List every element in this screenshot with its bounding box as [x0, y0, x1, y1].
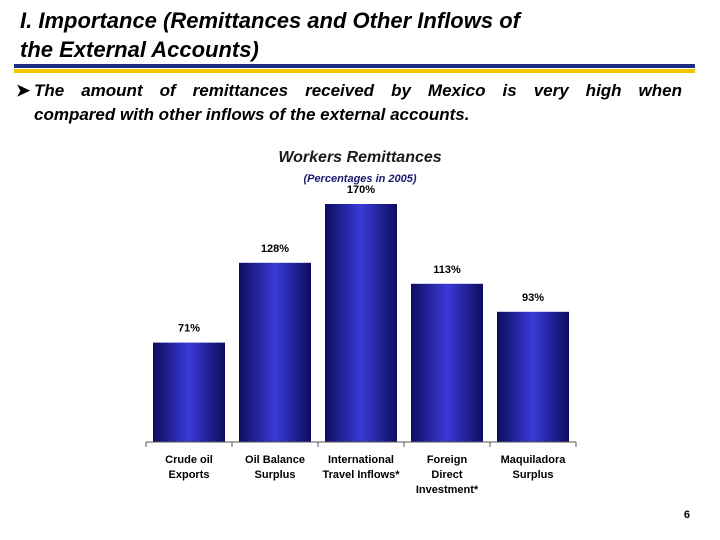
bar	[325, 204, 397, 442]
bar-data-label: 128%	[261, 243, 289, 255]
bar-data-label: 71%	[178, 323, 200, 335]
category-label-line: International	[327, 454, 394, 466]
category-label-line: Maquiladora	[500, 454, 566, 466]
bar-data-label: 113%	[433, 264, 461, 276]
category-label-line: Exports	[168, 469, 210, 481]
category-label-line: Oil Balance	[245, 454, 305, 466]
bar-data-label: 93%	[522, 292, 544, 304]
category-label-line: Surplus	[254, 469, 296, 481]
page-number: 6	[683, 509, 690, 521]
bar	[239, 262, 311, 442]
slide-title-line-2: the External Accounts)	[20, 37, 259, 62]
category-label-line: Surplus	[512, 469, 554, 481]
bullet-text-line-1: The amount of remittances received by Me…	[34, 81, 682, 100]
category-label: Oil Balance Surplus	[230, 453, 320, 483]
bullet-text-line-2: compared with other inflows of the exter…	[34, 105, 470, 124]
bar	[411, 283, 483, 442]
category-label-line: Direct	[431, 469, 463, 481]
chart-subtitle: (Percentages in 2005)	[303, 173, 417, 185]
category-label-line: Foreign	[426, 454, 468, 466]
title-rule-yellow	[14, 69, 695, 73]
arrow-bullet-icon: ➤	[16, 81, 31, 100]
category-label-line: Crude oil	[165, 454, 213, 466]
slide-title-line-1: I. Importance (Remittances and Other Inf…	[20, 8, 520, 33]
chart-title: Workers Remittances	[278, 149, 442, 166]
category-label: Maquiladora Surplus	[488, 453, 578, 483]
category-label: Crude oil Exports	[144, 453, 234, 483]
bar	[497, 311, 569, 442]
slide-title: I. Importance (Remittances and Other Inf…	[20, 6, 710, 64]
bar	[153, 342, 225, 442]
category-label-line: Travel Inflows*	[322, 469, 400, 481]
bar-data-label: 170%	[347, 184, 375, 196]
category-label: Foreign Direct Investment*	[402, 453, 492, 498]
title-rule-blue	[14, 64, 695, 68]
category-label: International Travel Inflows*	[316, 453, 406, 483]
category-label-line: Investment*	[415, 484, 479, 496]
